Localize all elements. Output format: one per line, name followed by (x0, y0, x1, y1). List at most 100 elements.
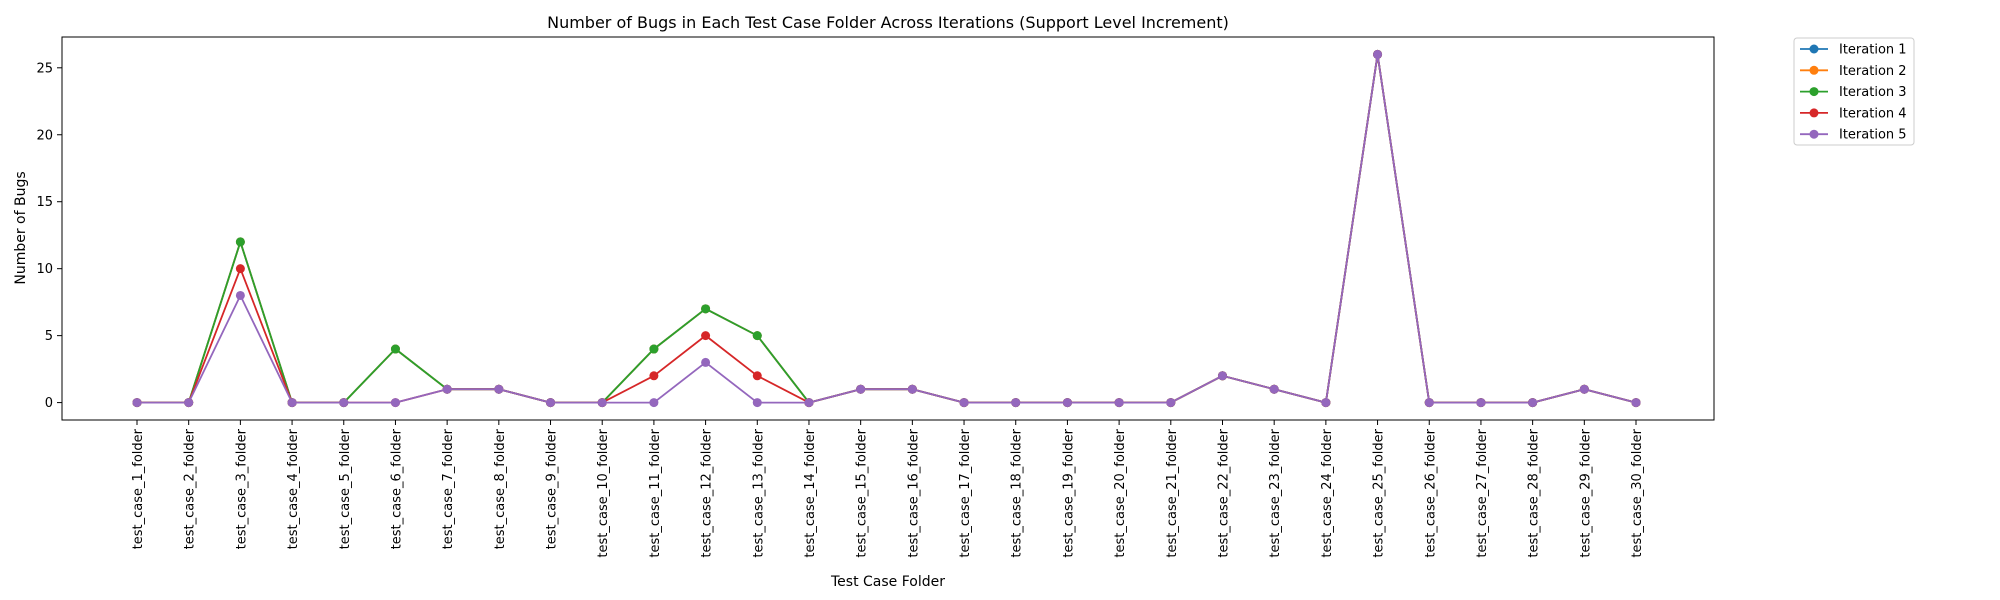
data-point (701, 331, 711, 341)
data-point (1321, 398, 1331, 408)
x-axis-label: Test Case Folder (830, 574, 945, 590)
legend-item: Iteration 3 (1800, 85, 1907, 100)
series-4 (132, 49, 1641, 408)
data-point (390, 398, 400, 408)
legend-item: Iteration 2 (1800, 64, 1907, 79)
y-tick-label: 25 (36, 61, 53, 76)
x-tick-label: test_case_5_folder (338, 428, 353, 549)
x-tick-label: test_case_24_folder (1320, 428, 1335, 557)
y-axis: 0 5 10 15 20 25 (36, 61, 62, 411)
legend-label: Iteration 3 (1839, 85, 1907, 100)
x-axis: test_case_1_folder test_case_2_folder test… (131, 420, 1645, 558)
data-point (390, 344, 400, 354)
x-tick-label: test_case_9_folder (545, 428, 560, 549)
data-point (1579, 384, 1589, 394)
x-tick-label: test_case_17_folder (958, 428, 973, 557)
x-tick-label: test_case_23_folder (1268, 428, 1283, 557)
series-layer (132, 49, 1641, 408)
chart-title: Number of Bugs in Each Test Case Folder … (547, 13, 1229, 32)
series-2 (132, 49, 1641, 408)
legend-box (1793, 37, 1915, 146)
data-point (856, 384, 866, 394)
series-line (137, 53, 1637, 404)
data-point (235, 264, 245, 274)
data-point (1269, 384, 1279, 394)
legend-marker (1809, 129, 1819, 139)
data-point (1424, 398, 1434, 408)
data-point (494, 384, 504, 394)
legend-item: Iteration 4 (1800, 106, 1907, 121)
data-point (1217, 371, 1227, 381)
data-point (804, 398, 814, 408)
x-tick-label: test_case_22_folder (1216, 428, 1231, 557)
data-point (959, 398, 969, 408)
data-point (1011, 398, 1021, 408)
plot-area (61, 36, 1715, 421)
legend-marker (1809, 108, 1819, 118)
x-tick-label: test_case_27_folder (1475, 428, 1490, 557)
series-line (137, 53, 1637, 404)
legend-label: Iteration 2 (1839, 64, 1907, 79)
series-5 (132, 49, 1641, 408)
x-tick-label: test_case_30_folder (1630, 428, 1645, 557)
x-tick-label: test_case_6_folder (389, 428, 404, 549)
x-tick-label: test_case_21_folder (1165, 428, 1180, 557)
x-tick-label: test_case_3_folder (234, 428, 249, 549)
legend-label: Iteration 5 (1839, 128, 1907, 143)
data-point (1166, 398, 1176, 408)
legend-item: Iteration 5 (1800, 128, 1907, 143)
x-tick-label: test_case_14_folder (803, 428, 818, 557)
y-tick-label: 0 (45, 396, 53, 411)
x-tick-label: test_case_29_folder (1578, 428, 1593, 557)
legend-item: Iteration 1 (1800, 43, 1907, 58)
x-tick-label: test_case_8_folder (493, 428, 508, 549)
data-point (442, 384, 452, 394)
series-line (137, 53, 1637, 404)
data-point (1631, 398, 1641, 408)
x-tick-label: test_case_13_folder (751, 428, 766, 557)
data-point (1528, 398, 1538, 408)
x-tick-label: test_case_20_folder (1113, 428, 1128, 557)
data-point (1373, 49, 1383, 59)
data-point (752, 398, 762, 408)
legend-label: Iteration 4 (1839, 106, 1907, 121)
x-tick-label: test_case_4_folder (286, 428, 301, 549)
data-point (235, 290, 245, 300)
x-tick-label: test_case_1_folder (131, 428, 146, 549)
data-point (649, 344, 659, 354)
data-point (1476, 398, 1486, 408)
x-tick-label: test_case_25_folder (1372, 428, 1387, 557)
data-point (597, 398, 607, 408)
x-tick-label: test_case_28_folder (1527, 428, 1542, 557)
data-point (649, 371, 659, 381)
x-tick-label: test_case_7_folder (441, 428, 456, 549)
series-3 (132, 49, 1641, 408)
data-point (1114, 398, 1124, 408)
data-point (287, 398, 297, 408)
data-point (235, 237, 245, 247)
data-point (907, 384, 917, 394)
data-point (339, 398, 349, 408)
y-tick-label: 10 (36, 262, 53, 277)
y-tick-label: 15 (36, 195, 53, 210)
x-tick-label: test_case_2_folder (183, 428, 198, 549)
data-point (546, 398, 556, 408)
series-line (137, 53, 1637, 404)
legend-label: Iteration 1 (1839, 43, 1907, 58)
legend-marker (1809, 87, 1819, 97)
y-axis-label: Number of Bugs (13, 171, 29, 284)
x-tick-label: test_case_11_folder (648, 428, 663, 557)
data-point (701, 357, 711, 367)
series-line (137, 53, 1637, 404)
y-tick-label: 20 (36, 128, 53, 143)
legend: Iteration 1 Iteration 2 Iteration 3 Iterati… (1793, 37, 1915, 146)
x-tick-label: test_case_19_folder (1061, 428, 1076, 557)
x-tick-label: test_case_18_folder (1010, 428, 1025, 557)
data-point (752, 331, 762, 341)
x-tick-label: test_case_10_folder (596, 428, 611, 557)
y-tick-label: 5 (45, 329, 53, 344)
data-point (701, 304, 711, 314)
data-point (132, 398, 142, 408)
legend-marker (1809, 44, 1819, 54)
